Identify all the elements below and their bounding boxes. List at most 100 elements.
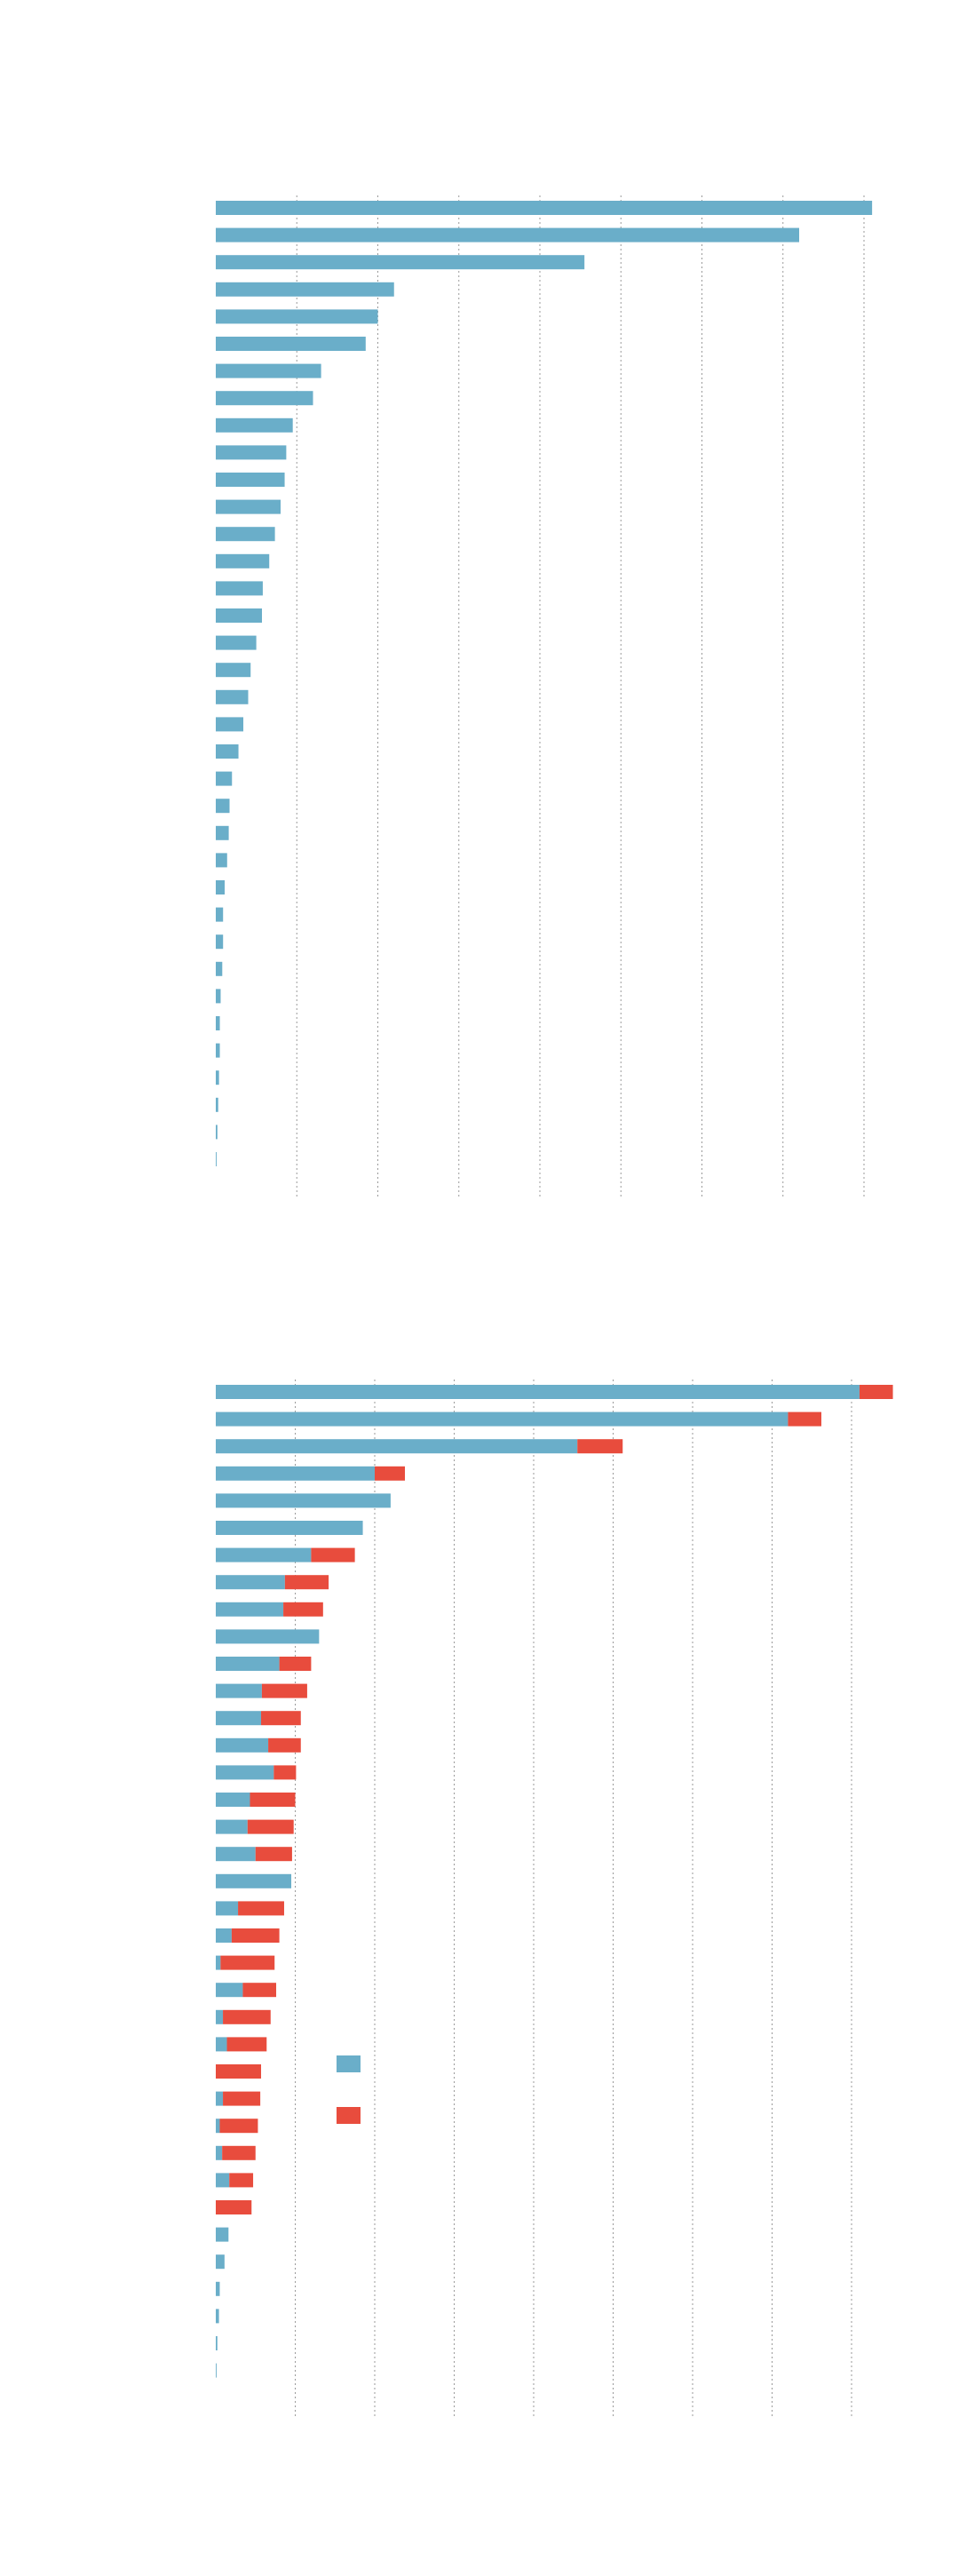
bar xyxy=(216,961,223,976)
bar-segment-series-a xyxy=(216,2336,218,2350)
bar xyxy=(216,1152,217,1166)
bar-segment-series-a xyxy=(216,1385,860,1399)
bar-segment-series-b xyxy=(859,1385,893,1399)
bar xyxy=(216,201,873,215)
bar-segment-series-b xyxy=(261,1711,301,1726)
bar xyxy=(216,771,233,786)
bar-segment-series-b xyxy=(226,2037,267,2052)
bar xyxy=(216,825,229,840)
bar-segment-series-b xyxy=(223,2009,271,2024)
bar-segment-series-b xyxy=(242,1983,277,1998)
bar-segment-series-b xyxy=(222,2145,256,2160)
bar-segment-series-a xyxy=(216,2227,229,2242)
bar-segment-series-b xyxy=(238,1901,284,1916)
bar xyxy=(216,717,244,732)
bar-segment-series-a xyxy=(216,1711,262,1726)
bar-segment-series-b xyxy=(216,2064,262,2079)
bar-segment-series-a xyxy=(216,1521,363,1535)
legend-swatch-series-b xyxy=(337,2107,361,2124)
bar-segment-series-a xyxy=(216,2309,219,2324)
bar xyxy=(216,445,287,460)
gridlines xyxy=(296,195,865,1197)
bar-segment-series-a xyxy=(216,2281,220,2296)
bar-segment-series-b xyxy=(577,1439,623,1454)
bar xyxy=(216,635,257,650)
bar xyxy=(216,255,585,270)
bar-segment-series-a xyxy=(216,2254,225,2270)
bar xyxy=(216,1043,220,1058)
bar xyxy=(216,527,275,542)
bar xyxy=(216,1016,220,1030)
bar-segment-series-a xyxy=(216,2037,227,2052)
bar xyxy=(216,907,224,922)
bar-segment-series-a xyxy=(216,1547,312,1562)
bar xyxy=(216,337,366,351)
bar-segment-series-a xyxy=(216,2091,224,2106)
stacked-bars xyxy=(216,1385,893,2378)
bar-segment-series-a xyxy=(216,1602,284,1617)
bar-segment-series-a xyxy=(216,1657,280,1671)
bar xyxy=(216,282,394,297)
legend-swatch-series-a xyxy=(337,2055,361,2072)
bar-segment-series-a xyxy=(216,1439,578,1454)
bar-segment-series-a xyxy=(216,1737,269,1753)
bar-segment-series-b xyxy=(284,1575,329,1590)
bar-segment-series-a xyxy=(216,1765,274,1780)
bar-segment-series-a xyxy=(216,1411,789,1427)
bar-segment-series-a xyxy=(216,1873,292,1888)
bar-segment-series-b xyxy=(273,1765,297,1780)
bar-segment-series-a xyxy=(216,1928,232,1943)
bar-segment-series-b xyxy=(283,1602,323,1617)
bar xyxy=(216,934,224,950)
top-bar-chart xyxy=(216,195,873,1197)
bar xyxy=(216,227,799,242)
bar xyxy=(216,363,321,378)
bar-segment-series-a xyxy=(216,1847,256,1862)
bar-segment-series-a xyxy=(216,1901,239,1916)
bar xyxy=(216,744,239,759)
bar-segment-series-b xyxy=(216,2200,252,2214)
bottom-stacked-bar-chart xyxy=(216,1379,893,2418)
bar-segment-series-a xyxy=(216,1493,391,1508)
bar xyxy=(216,799,230,814)
bar xyxy=(216,309,378,324)
bar-segment-series-a xyxy=(216,2173,230,2188)
bar-segment-series-b xyxy=(223,2091,261,2106)
bar xyxy=(216,1097,218,1112)
bar-segment-series-a xyxy=(216,1819,248,1834)
bar-segment-series-a xyxy=(216,2119,220,2134)
bar-segment-series-b xyxy=(250,1793,296,1807)
gridlines xyxy=(295,1379,852,2418)
bar-segment-series-a xyxy=(216,1575,285,1590)
bar xyxy=(216,1070,219,1085)
bar-segment-series-b xyxy=(279,1657,312,1671)
bar xyxy=(216,391,313,406)
bar xyxy=(216,499,281,514)
bar-segment-series-b xyxy=(255,1847,292,1862)
bar-segment-series-a xyxy=(216,1955,221,1970)
bar-segment-series-b xyxy=(261,1683,307,1698)
bar xyxy=(216,581,263,596)
bar xyxy=(216,663,251,678)
bar xyxy=(216,689,249,704)
bar-segment-series-a xyxy=(216,1793,250,1807)
bar xyxy=(216,989,221,1004)
bar xyxy=(216,473,285,487)
bar-segment-series-a xyxy=(216,2363,217,2378)
bar-segment-series-b xyxy=(247,1819,294,1834)
bar xyxy=(216,608,263,623)
bar-segment-series-a xyxy=(216,1466,375,1481)
bar-segment-series-a xyxy=(216,2009,224,2024)
bar-segment-series-b xyxy=(311,1547,355,1562)
bar-segment-series-b xyxy=(220,1955,275,1970)
bar-segment-series-b xyxy=(788,1411,821,1427)
bar-segment-series-a xyxy=(216,1629,320,1644)
bar-segment-series-b xyxy=(375,1466,406,1481)
bar-segment-series-b xyxy=(268,1737,301,1753)
bar-segment-series-a xyxy=(216,1983,243,1998)
bar xyxy=(216,553,270,568)
bar-segment-series-a xyxy=(216,2145,223,2160)
bar xyxy=(216,1125,218,1140)
bar xyxy=(216,853,227,868)
